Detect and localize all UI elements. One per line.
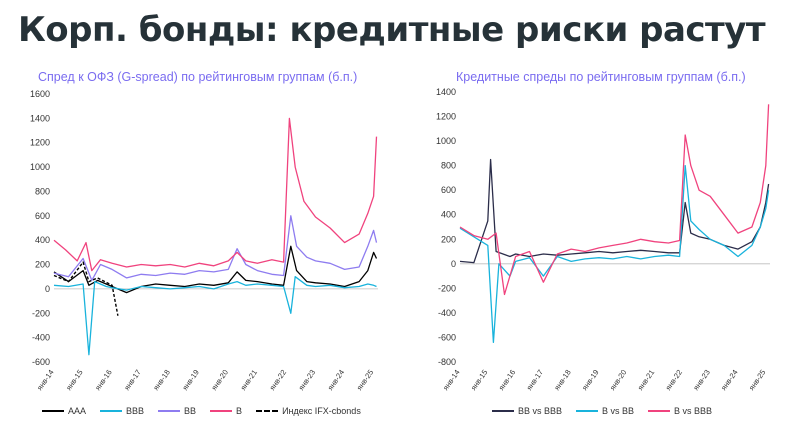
series-line xyxy=(53,117,378,272)
x-tick-label: янв-16 xyxy=(497,368,518,392)
y-tick-label: 400 xyxy=(441,210,456,220)
x-tick-label: янв-22 xyxy=(663,368,684,392)
y-tick-label: 1000 xyxy=(436,136,456,146)
x-tick-label: янв-25 xyxy=(747,368,768,392)
y-tick-label: 800 xyxy=(35,186,50,196)
x-tick-label: янв-14 xyxy=(35,368,56,392)
x-tick-label: янв-21 xyxy=(238,368,259,392)
legend-swatch xyxy=(158,410,181,412)
y-tick-label: 1600 xyxy=(30,89,50,99)
y-tick-label: 1400 xyxy=(436,87,456,97)
legend-swatch xyxy=(42,410,64,412)
series-line xyxy=(459,164,770,344)
y-tick-label: 600 xyxy=(441,185,456,195)
x-tick-label: янв-24 xyxy=(719,368,740,392)
x-tick-label: янв-17 xyxy=(122,368,143,392)
legend-label: B vs BBB xyxy=(674,406,713,416)
legend-swatch xyxy=(576,410,599,412)
x-tick-label: янв-19 xyxy=(180,368,201,392)
series-line xyxy=(459,158,770,264)
credit-spread-chart: Кредитные спреды по рейтинговым группам … xyxy=(404,62,796,422)
legend-swatch xyxy=(648,410,671,412)
y-tick-label: -600 xyxy=(32,357,50,367)
gspread-chart: Спред к ОФЗ (G-spread) по рейтинговым гр… xyxy=(4,62,396,422)
legend-swatch xyxy=(210,410,233,412)
legend-label: B xyxy=(236,406,243,416)
series-line xyxy=(53,276,377,356)
legend-item: BBB xyxy=(100,406,144,416)
y-tick-label: 800 xyxy=(441,161,456,171)
y-tick-label: -600 xyxy=(438,332,456,342)
chart-title: Спред к ОФЗ (G-spread) по рейтинговым гр… xyxy=(38,70,358,84)
legend-swatch xyxy=(492,410,514,412)
legend-swatch xyxy=(256,410,279,412)
x-tick-label: янв-15 xyxy=(469,368,490,392)
x-tick-label: янв-20 xyxy=(608,368,629,392)
credit-spread-legend: BB vs BBB B vs BB B vs BBB xyxy=(492,404,726,416)
legend-label: ААА xyxy=(68,406,87,416)
gspread-legend: ААА BBB BB B Индекс IFX-cbonds xyxy=(42,404,375,416)
y-tick-label: -200 xyxy=(438,283,456,293)
y-tick-label: 0 xyxy=(451,259,456,269)
series-line xyxy=(53,261,119,316)
y-tick-label: -200 xyxy=(32,308,50,318)
x-tick-label: янв-20 xyxy=(209,368,230,392)
legend-item: ААА xyxy=(42,406,86,416)
y-tick-label: 1200 xyxy=(30,138,50,148)
x-tick-label: янв-16 xyxy=(93,368,114,392)
x-tick-label: янв-14 xyxy=(441,368,462,392)
y-tick-label: 1400 xyxy=(30,113,50,123)
legend-label: Индекс IFX-cbonds xyxy=(282,406,361,416)
legend-label: B vs BB xyxy=(602,406,635,416)
x-tick-label: янв-18 xyxy=(552,368,573,392)
chart-title: Кредитные спреды по рейтинговым группам … xyxy=(456,70,746,84)
x-tick-label: янв-19 xyxy=(580,368,601,392)
legend-item: Индекс IFX-cbonds xyxy=(256,406,361,416)
y-tick-label: 1000 xyxy=(30,162,50,172)
y-tick-label: 400 xyxy=(35,235,50,245)
y-tick-label: 0 xyxy=(45,284,50,294)
x-tick-label: янв-25 xyxy=(355,368,376,392)
series-line xyxy=(459,104,770,296)
y-tick-label: 200 xyxy=(35,260,50,270)
y-tick-label: -400 xyxy=(32,333,50,343)
x-tick-label: янв-23 xyxy=(691,368,712,392)
legend-swatch xyxy=(100,410,123,412)
y-tick-label: -400 xyxy=(438,308,456,318)
legend-label: BBB xyxy=(126,406,145,416)
credit-spread-chart-plot: -800 -600 -400 -200 0 200 400 600 800 1000 1200 140… xyxy=(436,87,770,392)
legend-item: BB xyxy=(158,406,196,416)
page-title: Корп. бонды: кредитные риски растут xyxy=(18,10,766,50)
y-tick-label: 1200 xyxy=(436,112,456,122)
y-tick-label: 600 xyxy=(35,211,50,221)
x-tick-label: янв-22 xyxy=(268,368,289,392)
y-tick-label: -800 xyxy=(438,357,456,367)
x-tick-label: янв-21 xyxy=(636,368,657,392)
legend-label: BB xyxy=(184,406,197,416)
legend-item: B vs BB xyxy=(576,406,634,416)
x-tick-label: янв-15 xyxy=(64,368,85,392)
series-line xyxy=(53,215,378,282)
x-tick-label: янв-17 xyxy=(524,368,545,392)
y-tick-label: 200 xyxy=(441,234,456,244)
x-tick-label: янв-18 xyxy=(151,368,172,392)
x-tick-label: янв-24 xyxy=(326,368,347,392)
legend-item: BB vs BBB xyxy=(492,406,562,416)
series-line xyxy=(53,245,378,294)
legend-item: B vs BBB xyxy=(648,406,712,416)
legend-label: BB vs BBB xyxy=(518,406,563,416)
x-tick-label: янв-23 xyxy=(297,368,318,392)
legend-item: B xyxy=(210,406,242,416)
gspread-chart-plot: -600 -400 -200 0 200 400 600 800 1000 1200 1400 160… xyxy=(30,89,378,392)
